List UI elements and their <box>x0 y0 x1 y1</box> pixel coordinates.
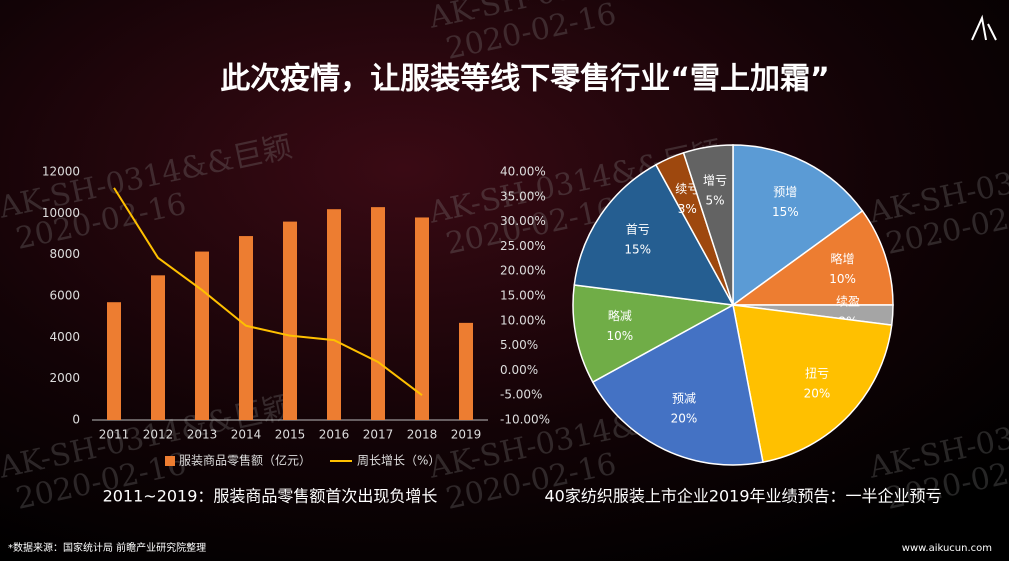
slice-value-label: 3% <box>678 202 697 216</box>
bar <box>107 302 121 420</box>
y2-tick-label: 20.00% <box>500 264 546 278</box>
slice-value-label: 5% <box>705 194 724 208</box>
title: 此次疫情，让服装等线下零售行业“雪上加霜” <box>220 62 829 97</box>
bar <box>415 217 429 420</box>
y2-tick-label: 5.00% <box>500 338 538 352</box>
y-tick-label: 0 <box>72 413 80 427</box>
y2-tick-label: 25.00% <box>500 239 546 253</box>
slice-label: 扭亏 <box>805 366 829 380</box>
logo <box>971 14 997 41</box>
y2-tick-label: -10.00% <box>500 413 550 427</box>
bar <box>195 251 209 420</box>
legend-swatch <box>165 456 175 466</box>
bar <box>151 275 165 420</box>
y2-tick-label: 35.00% <box>500 189 546 203</box>
pie-slice <box>573 163 735 306</box>
y-tick-label: 12000 <box>42 165 80 179</box>
slice-value-label: 20% <box>804 386 831 400</box>
x-tick-label: 2017 <box>363 428 394 442</box>
x-tick-label: 2019 <box>451 428 482 442</box>
slice-label: 续盈 <box>836 295 860 309</box>
slice-label: 预减 <box>672 392 696 406</box>
y-tick-label: 6000 <box>49 289 80 303</box>
bar <box>459 322 473 420</box>
x-tick-label: 2014 <box>231 428 262 442</box>
pie-slice <box>572 284 736 384</box>
bar <box>239 236 253 420</box>
x-tick-label: 2013 <box>187 428 218 442</box>
caption: 2011~2019：服装商品零售额首次出现负增长 <box>103 487 438 506</box>
slice-label: 预增 <box>773 185 797 199</box>
y2-tick-label: 40.00% <box>500 165 546 179</box>
legend-label: 周长增长（%） <box>357 454 440 468</box>
caption: 40家纺织服装上市企业2019年业绩预告：一半企业预亏 <box>544 487 941 506</box>
line <box>113 187 423 396</box>
x-tick-label: 2015 <box>275 428 306 442</box>
x-tick-label: 2016 <box>319 428 350 442</box>
pie-slice <box>591 303 764 466</box>
bar <box>327 209 341 420</box>
y2-tick-label: -5.00% <box>500 388 542 402</box>
footnote: *数据来源：国家统计局 前瞻产业研究院整理 <box>8 541 206 554</box>
slice-label: 略增 <box>831 251 855 266</box>
bar <box>283 221 297 420</box>
slice-label: 略减 <box>608 308 632 323</box>
bar <box>371 207 385 420</box>
website: www.aikucun.com <box>902 543 992 554</box>
slice-label: 首亏 <box>626 223 650 237</box>
y2-tick-label: 30.00% <box>500 214 546 228</box>
y-tick-label: 2000 <box>49 371 80 385</box>
y-tick-label: 10000 <box>42 206 80 220</box>
legend-label: 服装商品零售额（亿元） <box>179 453 311 468</box>
y-tick-label: 8000 <box>49 247 80 261</box>
pie-slice <box>730 209 894 306</box>
y2-tick-label: 10.00% <box>500 313 546 327</box>
pie-slice <box>732 304 893 464</box>
slice-value-label: 15% <box>624 243 651 257</box>
slice-value-label: 15% <box>772 205 799 219</box>
slice-label: 续亏 <box>675 182 699 196</box>
slice-label: 增亏 <box>703 174 727 188</box>
pie-slice <box>682 144 734 306</box>
y-tick-label: 4000 <box>49 330 80 344</box>
x-tick-label: 2011 <box>99 428 130 442</box>
x-tick-label: 2018 <box>407 428 438 442</box>
y2-tick-label: 0.00% <box>500 363 538 377</box>
slice-value-label: 20% <box>671 412 698 426</box>
x-tick-label: 2012 <box>143 428 174 442</box>
pie-slice <box>732 144 864 307</box>
slice-value-label: 10% <box>829 272 856 286</box>
y2-tick-label: 15.00% <box>500 289 546 303</box>
slice-value-label: 10% <box>607 329 634 343</box>
